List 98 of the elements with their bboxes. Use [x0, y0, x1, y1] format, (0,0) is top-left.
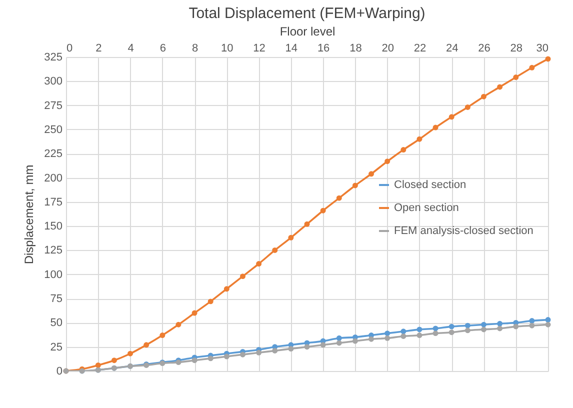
y-axis-title: Displacement, mm: [22, 164, 36, 264]
point: [336, 335, 342, 341]
point: [497, 84, 503, 90]
point: [448, 114, 454, 120]
legend-label: Open section: [394, 202, 459, 214]
point: [352, 338, 358, 344]
point: [160, 332, 166, 338]
point: [208, 298, 214, 304]
point: [513, 324, 519, 330]
point: [352, 182, 358, 188]
point: [400, 147, 406, 152]
point: [513, 74, 519, 80]
y-tick-label: 225: [44, 148, 62, 160]
point: [545, 317, 551, 323]
point: [545, 56, 551, 62]
x-tick-label: 0: [66, 42, 73, 54]
y-tick-label: 25: [50, 341, 62, 354]
y-tick-label: 100: [44, 268, 62, 281]
point: [320, 342, 326, 348]
x-tick-label: 2: [96, 42, 102, 54]
x-tick-label: 14: [285, 42, 298, 54]
point: [304, 344, 310, 350]
y-tick-label: 200: [44, 172, 62, 184]
legend-label: FEM analysis-closed section: [394, 225, 534, 237]
point: [336, 195, 342, 201]
y-tick-label: 175: [44, 196, 62, 208]
x-tick-label: 6: [160, 42, 166, 54]
x-tick-label: 18: [350, 42, 362, 54]
point: [529, 322, 535, 328]
point: [336, 340, 342, 346]
point: [432, 124, 438, 130]
x-tick-label: 16: [317, 42, 330, 54]
point: [416, 332, 422, 338]
point: [256, 350, 262, 356]
point: [464, 322, 470, 328]
y-tick-label: 125: [44, 244, 62, 257]
point: [448, 324, 454, 330]
point: [480, 322, 486, 328]
y-tick-label: 75: [50, 293, 62, 306]
x-tick-label: 20: [382, 42, 394, 54]
point: [384, 330, 390, 336]
point: [529, 318, 535, 324]
point: [464, 104, 470, 110]
x-tick-label: 22: [414, 42, 426, 54]
x-tick-label: 4: [128, 42, 134, 54]
point: [95, 362, 101, 368]
point: [480, 94, 486, 100]
point: [288, 234, 294, 240]
y-tick-label: 50: [50, 317, 62, 330]
point: [400, 333, 406, 339]
point: [384, 335, 390, 341]
point: [384, 158, 390, 164]
point: [400, 328, 406, 334]
point: [416, 326, 422, 332]
point: [320, 208, 326, 214]
x-tick-label: 24: [446, 42, 458, 54]
point: [368, 171, 374, 177]
point: [224, 286, 230, 292]
x-tick-label: 8: [192, 42, 198, 54]
point: [448, 330, 454, 336]
point: [208, 356, 214, 362]
x-tick-label: 30: [536, 42, 548, 54]
y-tick-label: 325: [44, 52, 62, 64]
point: [416, 136, 422, 142]
point: [497, 320, 503, 326]
point: [128, 350, 134, 356]
point: [432, 330, 438, 336]
chart-title: Total Displacement (FEM+Warping): [188, 5, 426, 22]
point: [176, 322, 182, 328]
point: [192, 358, 198, 364]
y-tick-label: 250: [44, 124, 62, 136]
point: [111, 358, 117, 364]
point: [144, 342, 150, 348]
point: [529, 64, 535, 70]
y-tick-label: 300: [44, 76, 62, 88]
y-tick-label: 150: [44, 220, 62, 233]
y-tick-label: 0: [56, 366, 62, 378]
x-axis-title: Floor level: [280, 24, 336, 38]
point: [192, 310, 198, 316]
x-tick-label: 12: [253, 42, 266, 54]
point: [256, 261, 262, 266]
point: [240, 274, 246, 280]
x-tick-label: 28: [510, 42, 522, 54]
point: [288, 346, 294, 352]
point: [240, 352, 246, 358]
point: [272, 247, 278, 253]
point: [497, 326, 503, 332]
point: [545, 322, 551, 328]
point: [368, 336, 374, 342]
point: [224, 354, 230, 360]
point: [464, 328, 470, 334]
x-tick-label: 26: [478, 42, 490, 54]
point: [304, 221, 310, 227]
legend-label: Closed section: [394, 179, 466, 191]
point: [272, 348, 278, 354]
y-tick-label: 275: [44, 100, 62, 112]
point: [480, 326, 486, 332]
x-tick-label: 10: [221, 42, 234, 54]
